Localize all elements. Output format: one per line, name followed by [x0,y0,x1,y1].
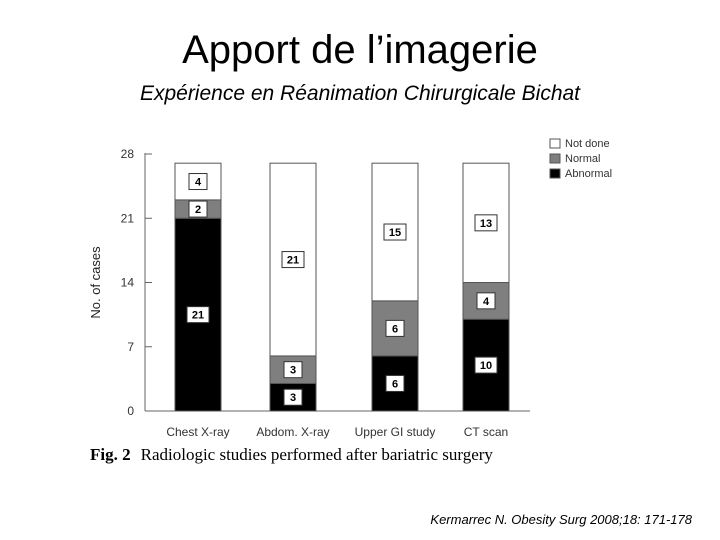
data-label: 21 [287,255,299,267]
bar-chart: 0 7 14 21 28 No. of cases 21 2 4 Chest X-ray 3 3 21 A… [88,138,612,439]
data-label-box [474,356,498,374]
x-tick-label: Chest X-ray [166,425,229,439]
data-label-box [188,173,208,191]
data-label-box [283,388,303,406]
data-label-box [281,251,305,269]
slide-title: Apport de l’imagerie [182,28,538,72]
data-label: 21 [192,310,204,322]
data-label: 3 [290,392,296,404]
data-label: 2 [195,204,201,216]
y-tick-label: 14 [121,276,135,290]
data-label: 6 [392,378,398,390]
data-label-box [476,292,496,310]
y-axis-label: No. of cases [88,246,103,319]
data-label-box [385,374,405,392]
data-label-box [188,200,208,218]
figure-caption: Fig. 2 Radiologic studies performed after… [90,445,493,465]
chart-container: 0 7 14 21 28 No. of cases 21 2 4 Chest X-ray 3 3 21 A… [80,130,640,475]
data-label: 15 [389,227,401,239]
x-tick-label: CT scan [464,425,508,439]
data-label-box [474,214,498,232]
y-tick-label: 21 [121,211,135,225]
data-label: 6 [392,323,398,335]
slide-subtitle: Expérience en Réanimation Chirurgicale B… [139,82,581,105]
figure-caption-label: Fig. 2 [90,445,131,464]
legend-swatch [549,138,561,149]
data-label: 4 [483,296,490,308]
data-label-box [385,319,405,337]
legend-label: Normal [565,153,600,165]
y-tick-label: 7 [127,340,134,354]
data-label-box [283,361,303,379]
x-tick-label: Upper GI study [355,425,436,439]
legend-swatch [549,168,561,179]
legend-label: Not done [565,138,610,150]
data-label: 13 [480,218,492,230]
y-tick-label: 28 [121,147,135,161]
citation: Kermarrec N. Obesity Surg 2008;18: 171-1… [430,512,692,527]
legend-label: Abnormal [565,168,612,180]
bar-segment [371,162,419,302]
data-label: 10 [480,360,492,372]
data-label-box [186,306,210,324]
data-label: 4 [195,177,202,189]
y-tick-label: 0 [127,404,134,418]
figure-caption-text: Radiologic studies performed after baria… [140,445,493,464]
x-tick-label: Abdom. X-ray [256,425,329,439]
legend-swatch [549,153,561,164]
data-label: 3 [290,365,296,377]
data-label-box [383,223,407,241]
